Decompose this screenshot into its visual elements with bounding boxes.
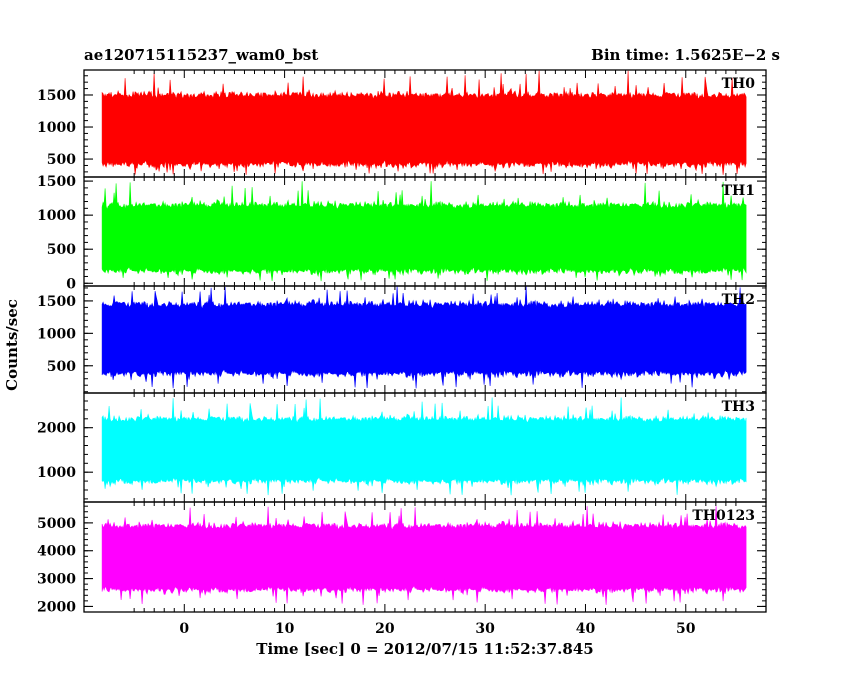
y-tick-label: 500 <box>47 242 76 258</box>
x-axis-label: Time [sec] 0 = 2012/07/15 11:52:37.845 <box>256 640 593 658</box>
x-tick-label: 30 <box>475 621 495 637</box>
x-axis: 0 10 20 30 40 50 <box>179 621 695 637</box>
y-tick-label: 5000 <box>37 516 76 532</box>
x-tick-label: 20 <box>375 621 395 637</box>
panel-label: TH1 <box>722 183 755 199</box>
series-th3 <box>101 397 747 496</box>
panel-label: TH2 <box>722 292 755 308</box>
y-tick-label: 1500 <box>37 174 76 190</box>
y-tick-label: 0 <box>66 276 76 292</box>
panel-th0123: 2000 3000 4000 5000 TH0123 <box>37 501 767 615</box>
y-axis-label: Counts/sec <box>3 299 21 391</box>
y-tick-label: 2000 <box>37 421 76 437</box>
x-tick-label: 10 <box>275 621 295 637</box>
panels-group: 500 1000 1500 TH0 0 500 1000 1500 TH1 500 1000 1500… <box>37 69 767 615</box>
panel-th2: 500 1000 1500 TH2 <box>37 285 767 394</box>
y-tick-label: 2000 <box>37 599 76 615</box>
y-tick-label: 3000 <box>37 572 76 588</box>
x-tick-label: 40 <box>576 621 596 637</box>
panel-label: TH3 <box>722 399 755 415</box>
panel-th0: 500 1000 1500 TH0 <box>37 69 767 178</box>
y-tick-label: 1000 <box>37 465 76 481</box>
y-tick-label: 1500 <box>37 294 76 310</box>
y-tick-label: 1500 <box>37 88 76 104</box>
y-tick-label: 1000 <box>37 208 76 224</box>
series-th2 <box>101 286 747 389</box>
bin-time-label: Bin time: 1.5625E−2 s <box>591 46 780 64</box>
y-tick-label: 500 <box>47 152 76 168</box>
x-tick-label: 50 <box>676 621 696 637</box>
chart-title: ae120715115237_wam0_bst <box>84 46 318 64</box>
panel-label: TH0123 <box>692 508 755 524</box>
series-th1 <box>101 181 747 282</box>
panel-th3: 1000 2000 TH3 <box>37 392 767 503</box>
y-tick-label: 1000 <box>37 326 76 342</box>
panel-label: TH0 <box>722 76 756 92</box>
y-tick-label: 500 <box>47 359 76 375</box>
y-tick-label: 1000 <box>37 120 76 136</box>
series-th0 <box>101 70 747 175</box>
x-tick-label: 0 <box>179 621 189 637</box>
panel-th1: 0 500 1000 1500 TH1 <box>37 174 767 292</box>
y-tick-label: 4000 <box>37 544 76 560</box>
series-th0123 <box>101 506 747 605</box>
